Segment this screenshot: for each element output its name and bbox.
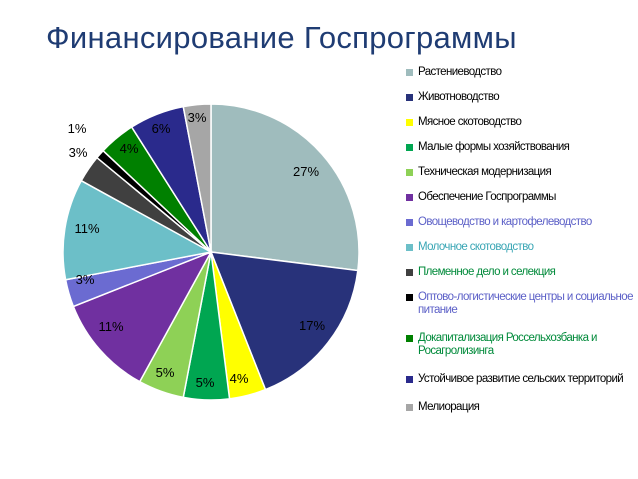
pie-labels: 27% 17% 4% 5% 5% 11% 3% 11% 3% 1% 4% 6% 3% (68, 110, 326, 390)
legend-item: Малые формы хозяйствования (406, 141, 634, 154)
legend-label: Растениеводство (418, 66, 502, 78)
legend-swatch (406, 69, 413, 76)
legend-item: Обеспечение Госпрограммы (406, 191, 634, 204)
legend-swatch (406, 94, 413, 101)
slice-label: 3% (69, 145, 88, 160)
pie-slice (62, 179, 214, 281)
legend-swatch (406, 144, 413, 151)
legend-swatch (406, 194, 413, 201)
legend-label: Малые формы хозяйствования (418, 141, 570, 153)
slice-label: 11% (98, 319, 123, 334)
legend-item: Оптово-логистические центры и социальное… (406, 291, 634, 317)
slice-label: 27% (293, 164, 319, 179)
slice-label: 4% (120, 141, 139, 156)
slice-label: 5% (156, 365, 175, 380)
chart-legend: Растениеводство Животноводство Мясное скот… (406, 66, 634, 414)
legend-item: Мясное скотоводство (406, 116, 634, 129)
slice-label: 4% (230, 371, 249, 386)
legend-swatch (406, 404, 413, 411)
pie-slice (209, 251, 359, 391)
legend-item: Растениеводство (406, 66, 634, 79)
legend-label: Докапитализация Россельхозбанка и Росагр… (418, 332, 597, 357)
legend-swatch (406, 269, 413, 276)
legend-item: Животноводство (406, 91, 634, 104)
legend-item: Племенное дело и селекция (406, 266, 634, 279)
legend-label: Устойчивое развитие сельских территорий (418, 373, 624, 385)
slice-label: 1% (68, 121, 87, 136)
legend-swatch (406, 219, 413, 226)
pie-slices (62, 103, 360, 401)
legend-label: Оптово-логистические центры и социальное… (418, 291, 633, 316)
legend-swatch (406, 294, 413, 301)
legend-swatch (406, 376, 413, 383)
pie-slice (210, 103, 360, 272)
legend-swatch (406, 335, 413, 342)
slice-label: 5% (196, 375, 215, 390)
legend-item: Мелиорация (406, 401, 634, 414)
legend-item: Докапитализация Россельхозбанка и Росагр… (406, 332, 634, 358)
slice-label: 17% (299, 318, 325, 333)
pie-slice (182, 103, 212, 253)
slice-label: 3% (76, 272, 95, 287)
legend-label: Овощеводство и картофелеводство (418, 216, 592, 228)
legend-label: Техническая модернизация (418, 166, 552, 178)
pie-slice (72, 250, 213, 383)
legend-item: Овощеводство и картофелеводство (406, 216, 634, 229)
legend-item: Молочное скотоводство (406, 241, 634, 254)
legend-item: Устойчивое развитие сельских территорий (406, 373, 634, 386)
slice-label: 6% (152, 121, 171, 136)
legend-label: Животноводство (418, 91, 500, 103)
legend-item: Техническая модернизация (406, 166, 634, 179)
legend-label: Обеспечение Госпрограммы (418, 191, 556, 203)
slice-label: 3% (188, 110, 207, 125)
legend-label: Мясное скотоводство (418, 116, 522, 128)
legend-label: Молочное скотоводство (418, 241, 534, 253)
slice-label: 11% (74, 221, 99, 236)
chart-title: Финансирование Госпрограммы (46, 20, 517, 55)
legend-swatch (406, 244, 413, 251)
legend-swatch (406, 119, 413, 126)
legend-label: Мелиорация (418, 401, 480, 413)
legend-label: Племенное дело и селекция (418, 266, 556, 278)
legend-swatch (406, 169, 413, 176)
